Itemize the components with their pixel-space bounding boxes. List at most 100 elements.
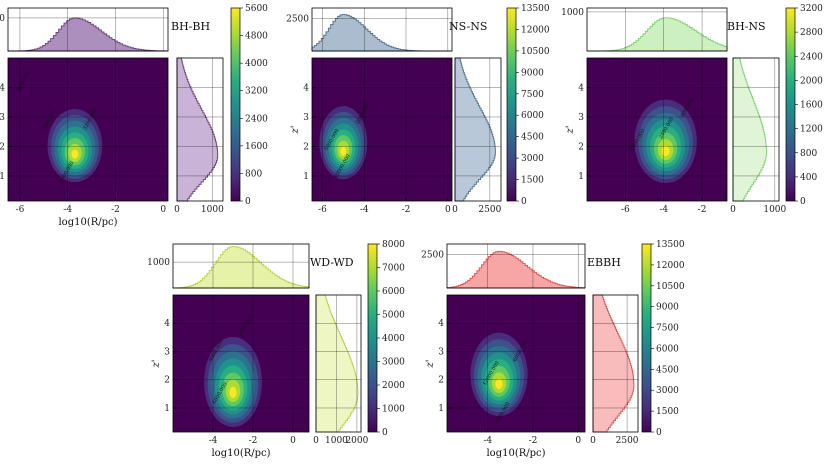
colorbar-tick-label: 0 — [245, 197, 251, 207]
y-tick-label: 3 — [303, 113, 309, 123]
main-axes-frame — [586, 57, 728, 202]
colorbar-tick-label: 0 — [800, 197, 806, 207]
histogram-count-label: 1000 — [0, 14, 5, 24]
colorbar-tick-label: 4800 — [245, 32, 268, 42]
colorbar-tick-label: 5600 — [245, 4, 268, 14]
histogram-count-label: 1000 — [147, 258, 170, 268]
x-tick-label: 0 — [575, 436, 581, 446]
y-tick-label: 4 — [303, 83, 309, 93]
panel-title: NS-NS — [449, 20, 487, 33]
histogram-count-label: 1000 — [325, 436, 348, 446]
right-histogram: 0 1000 — [730, 57, 787, 215]
colorbar-tick-label: 8000 — [382, 240, 405, 250]
histogram-count-label: 0 — [313, 436, 319, 446]
colorbar-tick-label: 12000 — [521, 25, 550, 35]
right-histogram-bars — [732, 57, 767, 202]
top-histogram-bars — [311, 14, 453, 52]
y-tick-label: 3 — [578, 113, 584, 123]
right-histogram-bars — [315, 294, 359, 433]
main-axes-frame — [446, 294, 586, 433]
colorbar-tick-label: 800 — [245, 169, 262, 179]
x-tick-label: -4 — [360, 205, 369, 215]
y-axis-label: z' — [565, 125, 576, 134]
x-tick-label: -2 — [402, 205, 411, 215]
colorbar-tick-label: 12000 — [656, 261, 685, 271]
x-tick-label: -6 — [621, 205, 630, 215]
colorbar-tick-label: 0 — [382, 428, 388, 438]
y-tick-label: 2 — [438, 376, 444, 386]
density-level-8 — [71, 149, 79, 159]
colorbar-gradient — [367, 243, 378, 433]
top-histogram: 2500 — [286, 7, 453, 52]
colorbar: 0 800 1600 2400 3200 4000 4800 5600 — [230, 4, 268, 207]
colorbar-tick-label: 2400 — [245, 114, 268, 124]
histogram-count-label: 2500 — [616, 436, 639, 446]
colorbar-tick-label: 7000 — [382, 264, 405, 274]
y-tick-label: 3 — [164, 347, 170, 357]
y-tick-label: 1 — [438, 404, 444, 414]
right-histogram-bars — [592, 294, 635, 433]
top-histogram: 1000 — [147, 243, 310, 289]
colorbar-tick-label: 0 — [521, 197, 527, 207]
colorbar: 0 1500 3000 4500 6000 7500 9000 10500 12000 13500 — [641, 240, 685, 438]
colorbar-tick-label: 1000 — [382, 405, 405, 415]
colorbar-tick-label: 3200 — [800, 4, 823, 14]
y-tick-label: 1 — [164, 404, 170, 414]
colorbar-tick-label: 1600 — [800, 101, 823, 111]
colorbar-tick-label: 6000 — [382, 287, 405, 297]
colorbar-tick-label: 3000 — [382, 358, 405, 368]
colorbar-tick-label: 2000 — [382, 381, 405, 391]
histogram-count-label: 1000 — [201, 205, 224, 215]
colorbar-tick-label: 2400 — [800, 52, 823, 62]
density-level-8 — [661, 145, 670, 157]
main-axes-frame — [311, 57, 453, 202]
right-histogram: 0 2500 — [452, 57, 502, 215]
x-tick-label: -2 — [249, 436, 258, 446]
histogram-count-label: 0 — [590, 436, 596, 446]
colorbar-tick-label: 1600 — [245, 142, 268, 152]
density-level-8 — [229, 386, 237, 399]
x-tick-label: -4 — [209, 436, 218, 446]
x-tick-label: -2 — [529, 436, 538, 446]
top-histogram-bars — [172, 246, 310, 289]
top-histogram: 1000 — [561, 7, 728, 52]
colorbar-tick-label: 13500 — [656, 240, 685, 250]
colorbar-tick-label: 6000 — [656, 344, 679, 354]
colorbar: 0 1000 2000 3000 4000 5000 6000 7000 8000 — [367, 240, 405, 438]
main-axes-frame — [7, 57, 169, 202]
colorbar-tick-label: 9000 — [521, 68, 544, 78]
colorbar-tick-label: 1200 — [800, 125, 823, 135]
x-tick-label: -2 — [111, 205, 120, 215]
right-histogram-bars — [176, 57, 219, 202]
colorbar-tick-label: 3200 — [245, 87, 268, 97]
x-tick-label: -4 — [63, 205, 72, 215]
colorbar-gradient — [230, 7, 241, 202]
colorbar-tick-label: 2800 — [800, 28, 823, 38]
y-axis-label: z' — [290, 125, 301, 134]
main-axes-frame — [172, 294, 310, 433]
x-tick-label: -4 — [483, 436, 492, 446]
y-tick-label: 2 — [578, 142, 584, 152]
histogram-count-label: 2500 — [421, 251, 444, 261]
x-tick-label: -6 — [16, 205, 25, 215]
y-tick-label: 3 — [0, 113, 5, 123]
histogram-count-label: 2500 — [478, 205, 501, 215]
x-tick-label: 0 — [445, 205, 451, 215]
density-level-8 — [495, 378, 503, 390]
y-axis-label: z' — [425, 359, 436, 368]
top-histogram: 2500 — [421, 243, 586, 289]
right-histogram: 0 1000 — [174, 57, 224, 215]
y-tick-label: 3 — [438, 347, 444, 357]
colorbar-tick-label: 9000 — [656, 303, 679, 313]
colorbar-tick-label: 3000 — [656, 386, 679, 396]
x-tick-label: 0 — [290, 436, 296, 446]
y-axis-label: z' — [151, 359, 162, 368]
top-histogram-bars — [586, 17, 728, 52]
colorbar-tick-label: 400 — [800, 173, 817, 183]
histogram-count-label: 1000 — [763, 205, 786, 215]
colorbar-tick-label: 10500 — [521, 47, 550, 57]
